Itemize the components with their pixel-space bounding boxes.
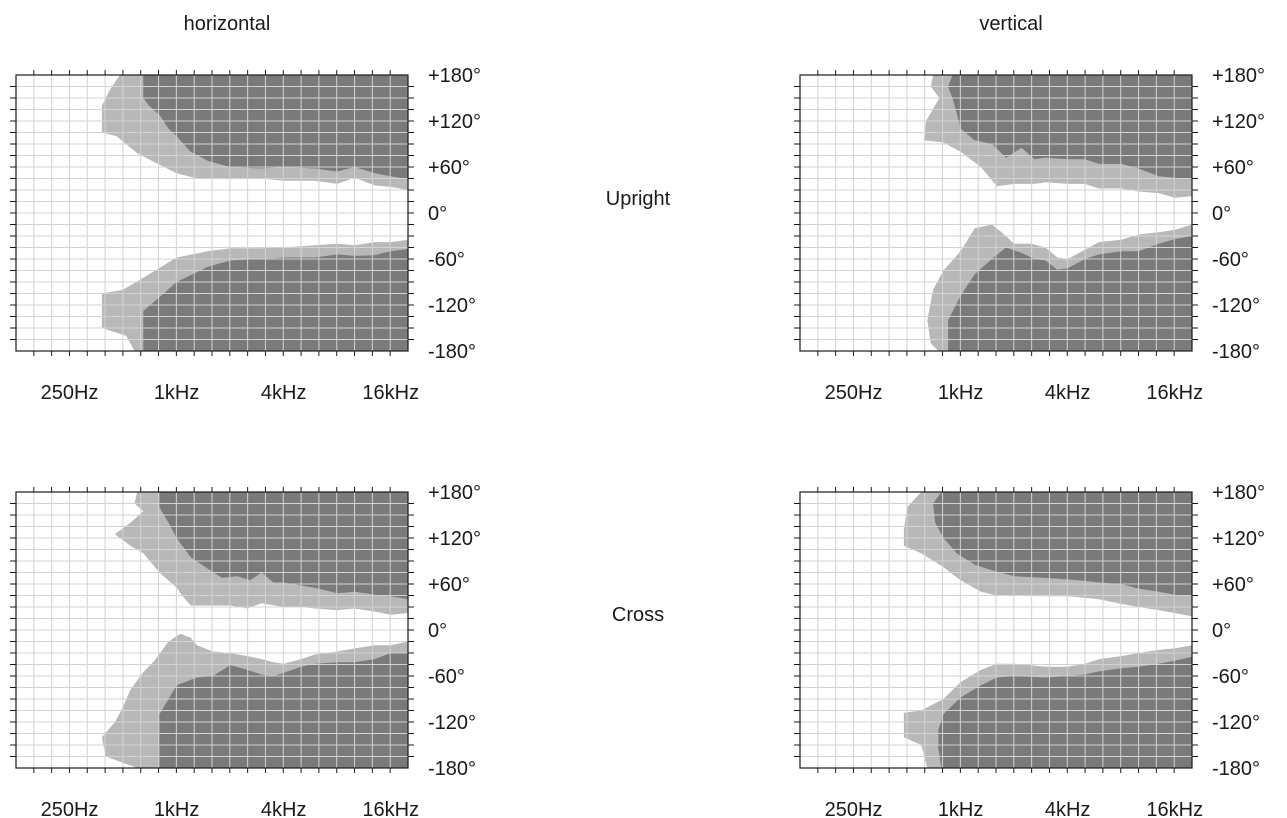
panel-upright-horizontal: +180° +120° +60° 0° -60° -120° -180° 250Hz 1kHz 4… [10, 65, 481, 404]
plot-area [101, 75, 408, 351]
x-tick-label: 4kHz [1045, 799, 1091, 818]
y-tick-label: +60° [428, 157, 470, 179]
y-tick-label: -180° [428, 758, 476, 780]
tick-marks [10, 70, 414, 356]
y-tick-label: +120° [428, 111, 481, 133]
y-tick-label: -180° [1212, 341, 1260, 363]
x-tick-label: 16kHz [1146, 382, 1203, 404]
column-label-horizontal: horizontal [184, 13, 271, 35]
x-tick-label: 4kHz [261, 799, 307, 818]
x-tick-label: 16kHz [362, 799, 419, 818]
tick-marks [10, 487, 414, 773]
grid [799, 74, 1193, 352]
y-tick-label: +60° [428, 574, 470, 596]
y-tick-label: -60° [428, 249, 465, 271]
column-label-vertical: vertical [979, 13, 1042, 35]
x-tick-label: 250Hz [41, 382, 99, 404]
tick-marks [794, 70, 1198, 356]
upper-outer-region [143, 75, 408, 180]
y-tick-label: +180° [428, 65, 481, 87]
x-tick-label: 16kHz [1146, 799, 1203, 818]
x-tick-label: 4kHz [261, 382, 307, 404]
x-tick-label: 250Hz [825, 382, 883, 404]
y-tick-label: +180° [1212, 482, 1265, 504]
y-tick-label: +180° [428, 482, 481, 504]
upper-outer-region [948, 75, 1192, 180]
y-tick-label: -120° [1212, 712, 1260, 734]
y-tick-label: -120° [428, 712, 476, 734]
x-tick-label: 1kHz [154, 382, 200, 404]
y-tick-label: -120° [428, 295, 476, 317]
y-tick-label: 0° [1212, 620, 1231, 642]
grid [15, 74, 409, 352]
y-tick-label: 0° [428, 203, 447, 225]
row-label-upright: Upright [606, 188, 671, 210]
y-tick-label: +180° [1212, 65, 1265, 87]
y-tick-label: +120° [1212, 111, 1265, 133]
panel-cross-vertical: +180° +120° +60° 0° -60° -120° -180° 250Hz 1kHz 4… [794, 482, 1265, 818]
upper-outer-region [933, 492, 1192, 597]
y-tick-label: +60° [1212, 157, 1254, 179]
x-tick-label: 16kHz [362, 382, 419, 404]
y-tick-label: -60° [1212, 666, 1249, 688]
x-tick-label: 250Hz [41, 799, 99, 818]
y-tick-label: +120° [1212, 528, 1265, 550]
y-tick-label: +120° [428, 528, 481, 550]
y-tick-label: -180° [428, 341, 476, 363]
x-tick-label: 1kHz [154, 799, 200, 818]
tick-marks [794, 487, 1198, 773]
panel-upright-vertical: +180° +120° +60° 0° -60° -120° -180° 250Hz 1kHz 4… [794, 65, 1265, 404]
y-tick-label: -180° [1212, 758, 1260, 780]
panel-cross-horizontal: +180° +120° +60° 0° -60° -120° -180° 250Hz 1kHz 4… [10, 482, 481, 818]
y-tick-label: -60° [428, 666, 465, 688]
lower-outer-region [938, 656, 1192, 768]
y-tick-label: 0° [1212, 203, 1231, 225]
row-label-cross: Cross [612, 604, 664, 626]
y-tick-label: -60° [1212, 249, 1249, 271]
x-tick-label: 1kHz [938, 799, 984, 818]
y-tick-label: -120° [1212, 295, 1260, 317]
lower-outer-region [143, 249, 408, 351]
y-tick-label: 0° [428, 620, 447, 642]
y-tick-label: +60° [1212, 574, 1254, 596]
x-tick-label: 250Hz [825, 799, 883, 818]
x-tick-label: 1kHz [938, 382, 984, 404]
x-tick-label: 4kHz [1045, 382, 1091, 404]
